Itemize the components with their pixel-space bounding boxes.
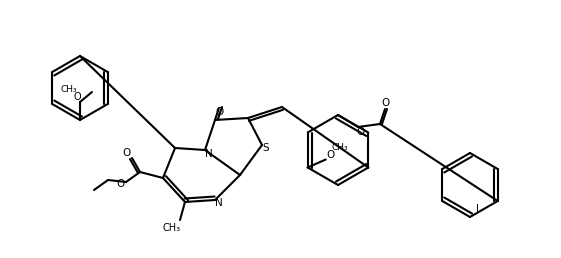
Text: O: O (357, 127, 365, 137)
Text: CH₃: CH₃ (163, 223, 181, 233)
Text: O: O (216, 107, 224, 117)
Text: O: O (73, 92, 81, 102)
Text: CH₃: CH₃ (61, 85, 77, 94)
Text: O: O (123, 148, 131, 158)
Text: O: O (327, 149, 335, 159)
Text: CH₃: CH₃ (332, 143, 348, 152)
Text: I: I (476, 204, 480, 214)
Text: N: N (215, 198, 223, 208)
Text: N: N (205, 149, 213, 159)
Text: O: O (117, 179, 125, 189)
Text: S: S (263, 143, 269, 153)
Text: O: O (382, 98, 390, 108)
